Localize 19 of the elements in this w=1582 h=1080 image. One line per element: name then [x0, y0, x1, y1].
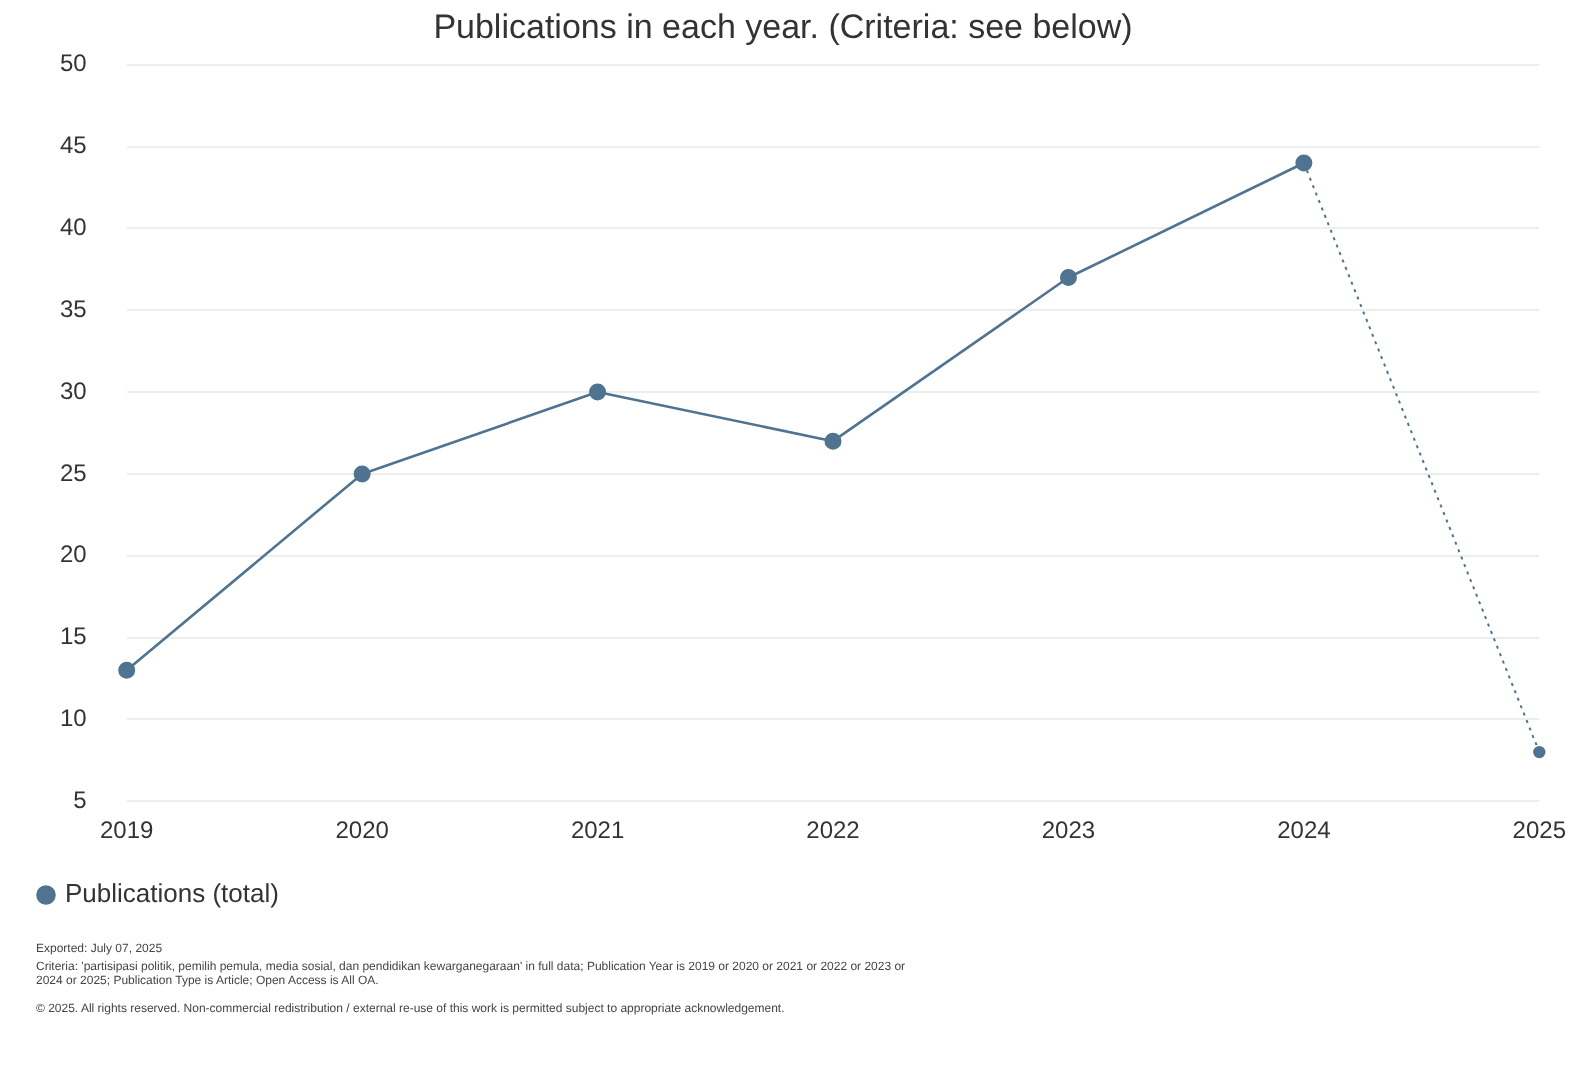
y-tick-label: 10 [59, 704, 88, 732]
x-tick-label: 2020 [335, 816, 390, 845]
x-tick-label: 2025 [1512, 816, 1567, 845]
chart-title: Publications in each year. (Criteria: see below) [433, 7, 1133, 46]
y-tick-label: 5 [73, 785, 88, 814]
y-tick-label: 40 [59, 213, 88, 242]
y-tick-label: 35 [59, 294, 88, 323]
x-tick-label: 2021 [570, 816, 625, 845]
y-tick-label: 25 [59, 458, 88, 487]
y-tick-label: 15 [59, 622, 88, 651]
y-tick-label: 50 [59, 49, 88, 78]
y-tick-label: 30 [59, 376, 88, 405]
y-tick-label: 20 [59, 540, 88, 569]
x-tick-label: 2024 [1277, 816, 1332, 845]
x-tick-label: 2023 [1041, 816, 1096, 845]
legend-label: Publications (total) [65, 878, 279, 909]
x-tick-label: 2019 [99, 816, 155, 845]
x-tick-label: 2022 [806, 816, 861, 845]
y-tick-label: 45 [59, 131, 88, 160]
